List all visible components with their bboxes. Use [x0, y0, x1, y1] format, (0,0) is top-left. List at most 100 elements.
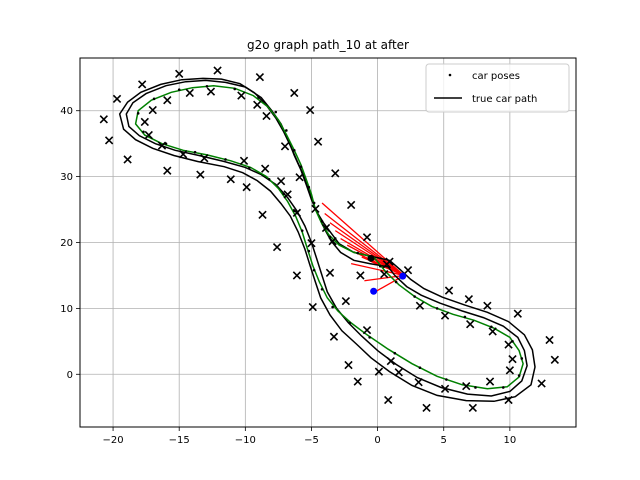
- highlight-pose-point: [367, 254, 375, 262]
- landmark-marker: [356, 271, 365, 280]
- landmark-marker: [163, 166, 172, 175]
- car-pose-point: [331, 305, 334, 309]
- constraint-edge: [324, 212, 405, 276]
- landmark-marker: [440, 311, 450, 320]
- landmark-marker: [344, 360, 353, 370]
- landmark-markers: [99, 66, 560, 413]
- highlight-pose-point: [370, 287, 378, 295]
- landmark-marker: [466, 320, 475, 329]
- landmark-marker: [112, 94, 122, 104]
- constraint-edge: [351, 262, 405, 277]
- landmark-marker: [175, 69, 184, 78]
- landmark-marker: [308, 302, 317, 312]
- y-tick-label: 20: [60, 238, 73, 249]
- landmark-marker: [321, 223, 331, 233]
- landmark-marker: [328, 237, 337, 246]
- car-pose-point: [435, 307, 439, 310]
- constraint-edge: [374, 274, 405, 293]
- landmark-marker: [148, 105, 157, 115]
- car-pose-point: [490, 325, 493, 329]
- car-pose-point: [285, 129, 288, 132]
- landmark-marker: [462, 381, 471, 391]
- car-pose-point: [282, 192, 285, 196]
- car-pose-point: [224, 158, 227, 161]
- constraint-edge: [334, 230, 405, 276]
- axis-ticks: −20 −15 −10 −5 0 5 10 0 10 20 30 40: [60, 106, 516, 446]
- car-pose-point: [312, 268, 316, 272]
- landmark-marker: [272, 242, 282, 252]
- landmark-marker: [550, 355, 560, 364]
- car-pose-point: [520, 357, 524, 360]
- landmark-marker: [380, 269, 389, 279]
- landmark-marker: [239, 156, 249, 165]
- estimated-path-line: [134, 84, 524, 390]
- landmark-marker: [353, 377, 362, 386]
- landmark-marker: [258, 210, 267, 219]
- landmark-marker: [537, 379, 546, 388]
- car-pose-point: [418, 366, 422, 369]
- car-pose-point: [233, 87, 237, 91]
- x-tick-label: −15: [169, 435, 190, 446]
- x-tick-label: −20: [103, 435, 124, 446]
- landmark-marker: [307, 238, 316, 248]
- landmark-marker: [290, 88, 299, 98]
- landmark-marker: [280, 142, 290, 151]
- landmark-marker: [505, 366, 515, 375]
- landmark-marker: [305, 105, 315, 115]
- chart-title: g2o graph path_10 at after: [247, 38, 409, 52]
- landmark-marker: [144, 130, 153, 140]
- landmark-marker: [504, 395, 513, 405]
- highlight-pose-point: [399, 272, 407, 280]
- landmark-marker: [386, 356, 395, 366]
- car-pose-point: [445, 378, 448, 381]
- landmark-marker: [362, 233, 372, 242]
- pose-markers: [136, 85, 524, 389]
- landmark-marker: [513, 309, 522, 318]
- legend-label-true-car-path: true car path: [472, 94, 537, 105]
- landmark-marker: [545, 335, 554, 345]
- y-tick-label: 30: [60, 172, 73, 183]
- landmark-marker: [185, 88, 194, 98]
- grid-lines: [80, 58, 576, 427]
- car-pose-point: [257, 96, 260, 99]
- landmark-marker: [200, 153, 209, 163]
- landmark-marker: [226, 175, 235, 184]
- car-pose-point: [348, 321, 352, 325]
- landmark-marker: [196, 170, 205, 179]
- landmark-marker: [206, 87, 216, 96]
- y-tick-label: 10: [60, 304, 73, 315]
- y-tick-label: 40: [60, 106, 73, 117]
- legend: car poses true car path: [425, 63, 570, 113]
- landmark-marker: [295, 173, 304, 182]
- x-tick-label: 10: [503, 435, 516, 446]
- landmark-marker: [140, 117, 149, 127]
- landmark-marker: [255, 72, 265, 82]
- car-pose-point: [205, 85, 209, 88]
- car-pose-point: [320, 287, 324, 291]
- car-pose-point: [463, 315, 467, 319]
- landmark-marker: [137, 80, 147, 89]
- landmark-marker: [311, 204, 320, 214]
- landmark-marker: [504, 340, 513, 349]
- car-pose-point: [136, 112, 140, 115]
- constraint-edge: [369, 260, 405, 277]
- constraint-edge: [364, 274, 405, 282]
- landmark-marker: [163, 96, 172, 105]
- car-pose-point: [378, 264, 382, 268]
- car-pose-point: [274, 110, 278, 114]
- landmark-marker: [508, 354, 517, 364]
- legend-pose-marker: [448, 73, 452, 77]
- landmark-marker: [403, 266, 413, 275]
- landmark-marker: [341, 296, 351, 306]
- car-pose-point: [193, 150, 197, 154]
- landmark-marker: [468, 403, 477, 413]
- landmark-marker: [179, 150, 188, 159]
- x-tick-label: 0: [374, 435, 380, 446]
- car-pose-point: [307, 249, 311, 253]
- landmark-marker: [440, 384, 450, 393]
- car-pose-point: [511, 340, 514, 343]
- plot-area: [99, 66, 560, 413]
- landmark-marker: [253, 100, 262, 109]
- car-pose-point: [299, 165, 303, 169]
